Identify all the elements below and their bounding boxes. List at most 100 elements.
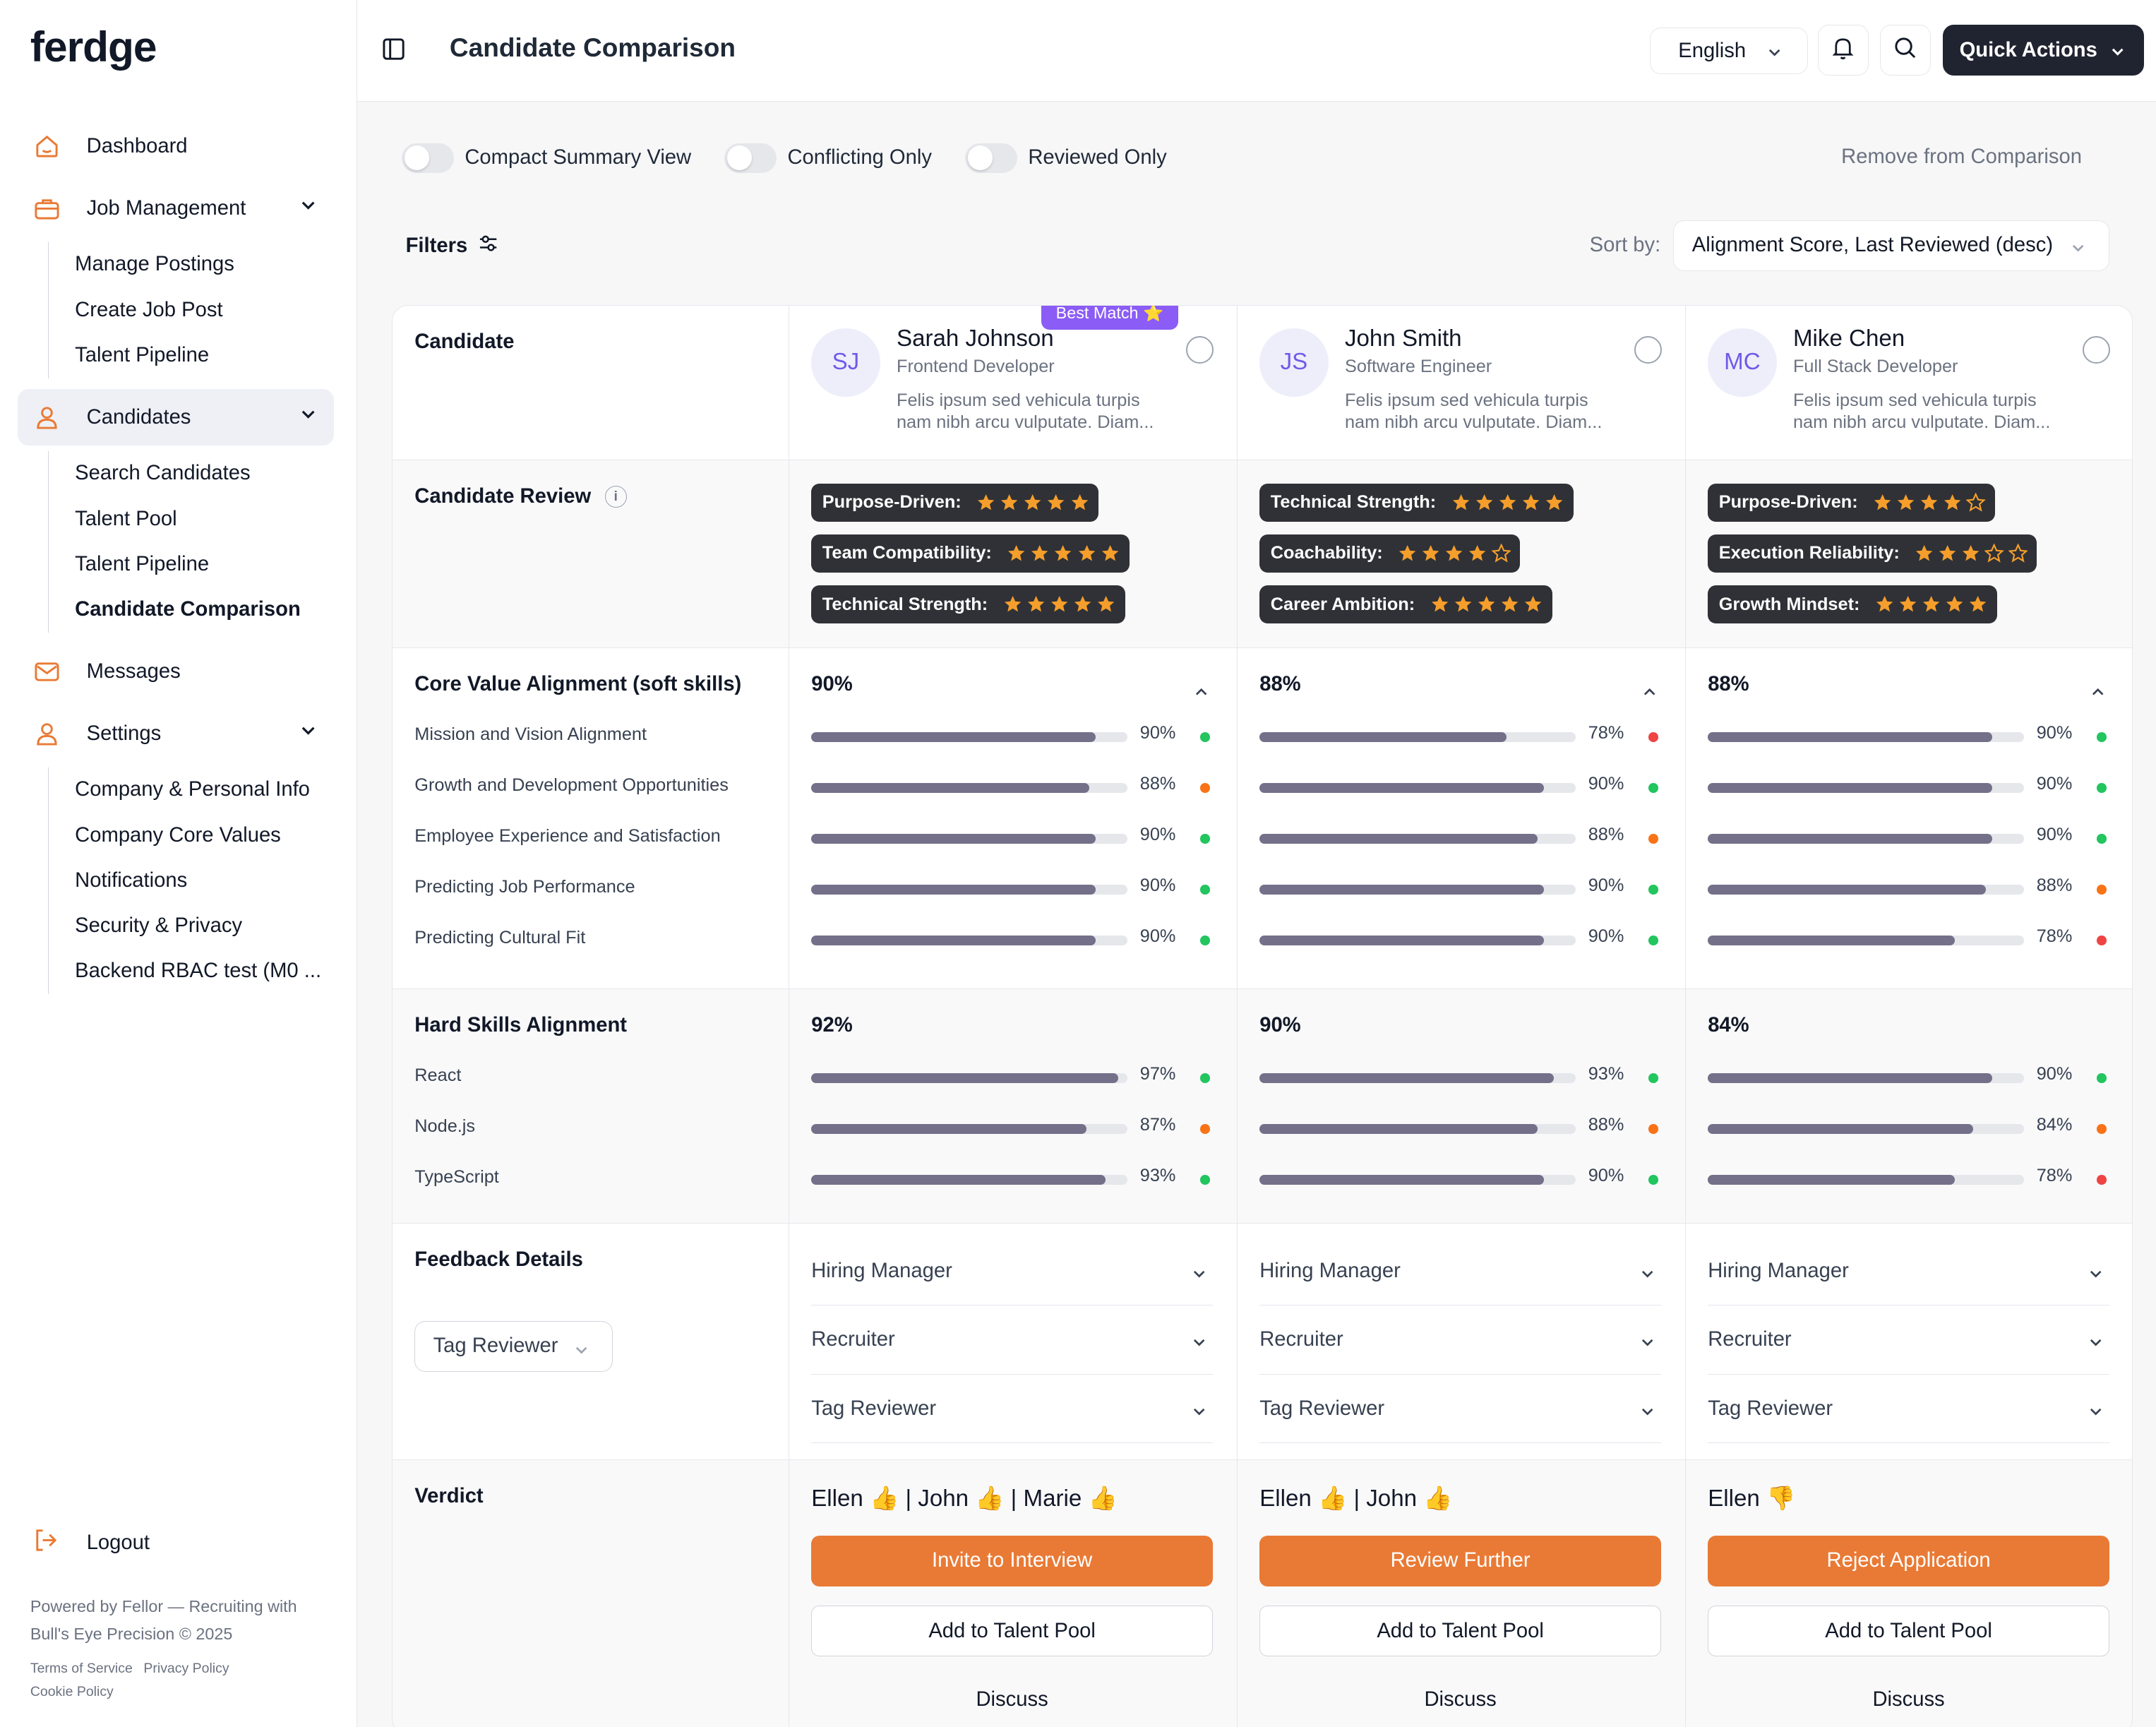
score-bar-fill — [1708, 1073, 1993, 1083]
star-rating — [1871, 594, 1987, 614]
status-dot — [1648, 834, 1659, 844]
logout-button[interactable]: Logout — [32, 1526, 150, 1560]
user-icon — [32, 719, 62, 749]
star-rating — [1447, 493, 1564, 512]
sidebar-subitem-talent-pipeline[interactable]: Talent Pipeline — [75, 552, 210, 575]
sidebar-item-messages[interactable]: Messages — [18, 643, 334, 700]
briefcase-icon — [32, 193, 62, 224]
search-button[interactable] — [1879, 25, 1931, 76]
sidebar-item-dashboard[interactable]: Dashboard — [18, 119, 334, 175]
quick-actions-button[interactable]: Quick Actions — [1943, 25, 2144, 76]
row-label-review: Candidate Review i — [414, 485, 627, 508]
sidebar-subitem-create-job-post[interactable]: Create Job Post — [75, 298, 223, 321]
status-dot — [2097, 732, 2107, 742]
status-dot — [1200, 732, 1211, 742]
candidate-name[interactable]: John Smith — [1344, 325, 1462, 352]
candidate-name[interactable]: Sarah Johnson — [896, 325, 1054, 352]
score-value: 84% — [2036, 1114, 2073, 1135]
sidebar-subitem-candidate-comparison[interactable]: Candidate Comparison — [75, 598, 301, 621]
chevron-up-icon[interactable] — [1193, 680, 1209, 705]
primary-action-button[interactable]: Reject Application — [1708, 1535, 2109, 1586]
quick-actions-label: Quick Actions — [1959, 38, 2097, 61]
score-value: 87% — [1139, 1114, 1176, 1135]
star-rating — [999, 594, 1115, 614]
privacy-link[interactable]: Privacy Policy — [143, 1661, 229, 1677]
score-bar — [1259, 834, 1576, 844]
toggle-label: Compact Summary View — [465, 146, 692, 169]
tag-reviewer-select[interactable]: Tag Reviewer — [414, 1320, 613, 1372]
toggle-compact-summary[interactable]: Compact Summary View — [401, 143, 692, 174]
feedback-accordion[interactable]: Tag Reviewer — [1708, 1375, 2109, 1444]
feedback-role: Recruiter — [1708, 1328, 1792, 1351]
review-chip: Team Compatibility: — [811, 534, 1130, 573]
info-icon[interactable]: i — [604, 486, 627, 508]
chevron-up-icon[interactable] — [2090, 680, 2106, 705]
sidebar-subitem-search-candidates[interactable]: Search Candidates — [75, 462, 251, 485]
toggle-switch[interactable] — [964, 143, 1017, 174]
discuss-button[interactable]: Discuss — [1424, 1687, 1497, 1711]
select-candidate-radio[interactable] — [1634, 336, 1662, 364]
sidebar-item-settings[interactable]: Settings — [18, 705, 334, 762]
star-filled-icon — [1939, 545, 1956, 561]
toggle-reviewed-only[interactable]: Reviewed Only — [964, 143, 1167, 174]
sidebar-subitem-company-personal-info[interactable]: Company & Personal Info — [75, 778, 310, 801]
candidate-name[interactable]: Mike Chen — [1792, 325, 1905, 352]
select-candidate-radio[interactable] — [2082, 336, 2110, 364]
sidebar-subitem-notifications[interactable]: Notifications — [75, 868, 188, 892]
review-chip: Purpose-Driven: — [1708, 483, 1996, 522]
sidebar-subitem-security-privacy[interactable]: Security & Privacy — [75, 914, 243, 938]
terms-link[interactable]: Terms of Service — [30, 1661, 133, 1677]
cookie-link[interactable]: Cookie Policy — [30, 1684, 114, 1700]
score-bar — [811, 1175, 1128, 1185]
add-to-talent-pool-button[interactable]: Add to Talent Pool — [1259, 1606, 1661, 1657]
review-chip-label: Purpose-Driven: — [822, 492, 962, 513]
sidebar-subitem-company-core-values[interactable]: Company Core Values — [75, 823, 281, 847]
score-value: 78% — [2036, 1165, 2073, 1185]
feedback-accordion[interactable]: Recruiter — [1708, 1305, 2109, 1375]
notifications-button[interactable] — [1817, 25, 1869, 76]
score-bar-fill — [811, 1175, 1106, 1185]
sidebar-item-candidates[interactable]: Candidates — [18, 389, 335, 446]
discuss-button[interactable]: Discuss — [976, 1687, 1048, 1711]
score-bar-fill — [1708, 732, 1993, 742]
feedback-accordion[interactable]: Hiring Manager — [1708, 1237, 2109, 1306]
feedback-role: Tag Reviewer — [1259, 1397, 1385, 1420]
sidebar-item-job-management[interactable]: Job Management — [18, 180, 334, 237]
toggle-switch[interactable] — [401, 143, 454, 174]
feedback-accordion[interactable]: Hiring Manager — [811, 1237, 1213, 1306]
chevron-up-icon[interactable] — [1641, 680, 1658, 705]
feedback-accordion[interactable]: Tag Reviewer — [811, 1375, 1213, 1444]
sidebar-subitem-backend-rbac[interactable]: Backend RBAC test (M0 ... — [75, 960, 322, 983]
select-candidate-radio[interactable] — [1185, 336, 1214, 364]
filters-button[interactable]: Filters — [406, 234, 498, 258]
discuss-button[interactable]: Discuss — [1872, 1687, 1945, 1711]
add-to-talent-pool-button[interactable]: Add to Talent Pool — [811, 1606, 1213, 1657]
language-select[interactable]: English — [1650, 27, 1809, 75]
status-dot — [1200, 885, 1211, 895]
verdict-votes: Ellen 👍 | John 👍 — [1259, 1485, 1453, 1512]
toggle-switch[interactable] — [724, 143, 777, 174]
score-value: 90% — [1588, 1165, 1624, 1185]
remove-from-comparison-button[interactable]: Remove from Comparison — [1841, 145, 2082, 169]
feedback-role: Recruiter — [811, 1328, 895, 1351]
top-header: Candidate Comparison English Quick Actio… — [357, 0, 2156, 102]
toggle-conflicting-only[interactable]: Conflicting Only — [724, 143, 932, 174]
sidebar-subitem-talent-pool[interactable]: Talent Pool — [75, 507, 177, 530]
review-chip: Growth Mindset: — [1708, 585, 1998, 624]
feedback-accordion[interactable]: Hiring Manager — [1259, 1237, 1661, 1306]
primary-action-button[interactable]: Invite to Interview — [811, 1535, 1213, 1586]
sidebar-toggle-icon[interactable] — [382, 37, 405, 66]
score-value: 90% — [1588, 875, 1624, 895]
star-filled-icon — [1004, 596, 1021, 612]
sidebar-subitem-manage-postings[interactable]: Manage Postings — [75, 253, 234, 276]
feedback-accordion[interactable]: Tag Reviewer — [1259, 1375, 1661, 1444]
score-bar — [1259, 885, 1576, 895]
sort-select[interactable]: Alignment Score, Last Reviewed (desc) — [1673, 220, 2109, 271]
feedback-accordion[interactable]: Recruiter — [811, 1305, 1213, 1375]
score-bar-fill — [1259, 885, 1545, 895]
feedback-accordion[interactable]: Recruiter — [1259, 1305, 1661, 1375]
sidebar-subitem-talent-pipeline[interactable]: Talent Pipeline — [75, 343, 210, 366]
chevron-down-icon — [299, 405, 318, 429]
add-to-talent-pool-button[interactable]: Add to Talent Pool — [1708, 1606, 2109, 1657]
primary-action-button[interactable]: Review Further — [1259, 1535, 1661, 1586]
